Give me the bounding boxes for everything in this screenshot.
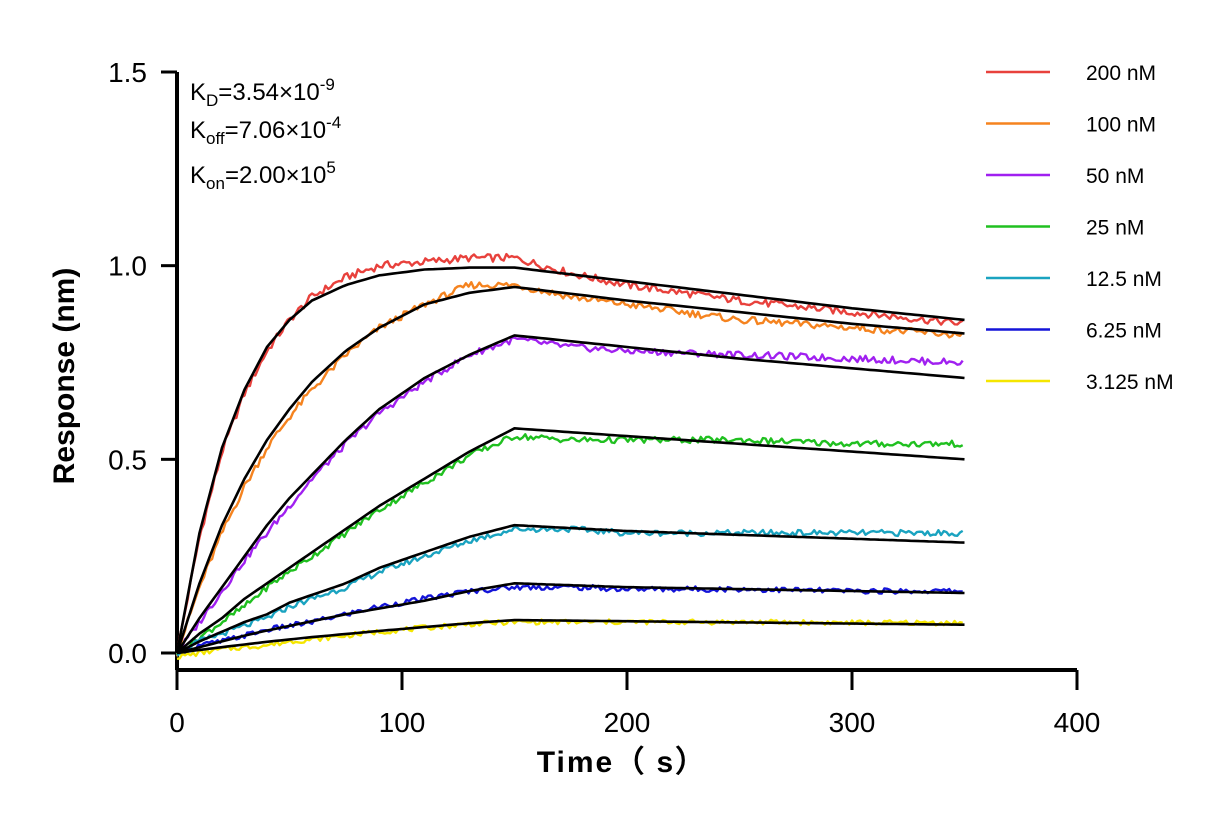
fit-curve-2 xyxy=(175,334,965,654)
legend-label: 6.25 nM xyxy=(1086,320,1162,343)
fit-curve-0 xyxy=(175,266,965,654)
legend-label: 50 nM xyxy=(1086,165,1144,188)
kon-sub: on xyxy=(206,174,225,193)
data-series-50-nM xyxy=(175,336,964,656)
data-series-25-nM xyxy=(175,433,964,656)
y-tick-label: 1.0 xyxy=(108,251,147,282)
legend-label: 3.125 nM xyxy=(1086,371,1174,394)
fit-curves-group xyxy=(175,266,965,655)
kd-sub: D xyxy=(206,91,218,110)
kd-mantissa: =3.54×10 xyxy=(218,79,319,106)
koff-mantissa: =7.06×10 xyxy=(225,117,326,144)
legend-label: 100 nM xyxy=(1086,114,1156,137)
fit-curve-1 xyxy=(175,285,965,654)
fit-curve-6 xyxy=(176,618,965,655)
koff-exp: -4 xyxy=(326,113,341,132)
x-tick-label: 200 xyxy=(604,707,651,738)
koff-base: K xyxy=(190,117,206,144)
annotation-kon: Kon=2.00×105 xyxy=(190,158,336,193)
y-tick-label: 1.5 xyxy=(108,57,147,88)
legend: 200 nM 100 nM 50 nM 25 nM 12.5 nM 6.25 nM 3.12… xyxy=(986,62,1174,394)
fit-curve-3 xyxy=(176,427,965,654)
kon-mantissa: =2.00×10 xyxy=(225,162,326,189)
axis-ticks: 0.0 0.5 1.0 1.5 0 100 200 300 400 xyxy=(108,57,1100,738)
y-tick-label: 0.5 xyxy=(108,444,147,475)
koff-sub: off xyxy=(206,129,225,148)
kon-base: K xyxy=(190,162,206,189)
x-axis-title: Time（ s） xyxy=(537,745,708,779)
data-series-100-nM xyxy=(175,281,964,657)
annotation-koff: Koff=7.06×10-4 xyxy=(190,113,341,148)
x-tick-label: 400 xyxy=(1054,707,1101,738)
x-tick-label: 0 xyxy=(169,707,185,738)
y-axis-title: Response (nm) xyxy=(48,268,81,485)
y-tick-label: 0.0 xyxy=(108,638,147,669)
annotation-kd: KD=3.54×10-9 xyxy=(190,75,335,110)
fit-curve-4 xyxy=(176,523,965,655)
legend-label: 25 nM xyxy=(1086,217,1144,240)
kd-base: K xyxy=(190,79,206,106)
kon-exp: 5 xyxy=(326,158,335,177)
x-tick-label: 100 xyxy=(379,707,426,738)
legend-label: 200 nM xyxy=(1086,62,1156,85)
x-tick-label: 300 xyxy=(829,707,876,738)
legend-label: 12.5 nM xyxy=(1086,268,1162,291)
fit-curve-5 xyxy=(176,582,965,655)
kd-exp: -9 xyxy=(320,75,335,94)
